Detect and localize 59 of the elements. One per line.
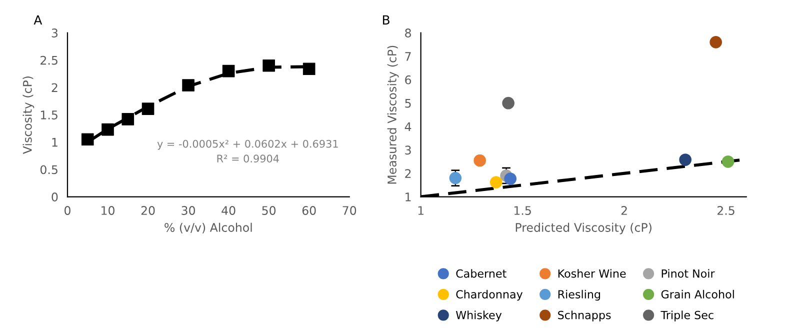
point — [490, 176, 502, 188]
y-tick-label: 8 — [405, 28, 411, 38]
point — [504, 172, 517, 185]
x-tick-label: 70 — [342, 206, 356, 215]
y-tick-label: 2.5 — [40, 56, 58, 65]
legend-label: Kosher Wine — [558, 269, 626, 278]
annotation: R² = 0.9904 — [217, 154, 279, 163]
point — [122, 113, 134, 126]
legend-label: Whiskey — [456, 310, 502, 322]
y-tick-label: 3 — [52, 28, 58, 38]
y-tick-label: 3 — [405, 146, 411, 155]
y-tick-label: 5 — [405, 98, 411, 108]
y-tick-label: 4 — [404, 122, 412, 131]
legend-label: Chardonnay — [456, 290, 523, 301]
annotation: y = -0.0005x² + 0.0602x + 0.6931 — [157, 140, 338, 150]
y-tick-label: 1.5 — [40, 110, 58, 120]
x-tick-label: 1.5 — [514, 206, 531, 215]
y-tick-label: 2 — [52, 83, 58, 92]
y-tick-label: 0.5 — [40, 165, 58, 174]
y-axis-title: Viscosity (cP) — [22, 76, 34, 154]
x-tick-label: 20 — [141, 206, 155, 215]
y-tick-label: 6 — [405, 75, 412, 84]
y-axis-title: Measured Viscosity (cP) — [387, 46, 399, 184]
point — [81, 133, 94, 146]
point — [722, 155, 734, 168]
x-tick-label: 40 — [222, 206, 236, 215]
point — [502, 96, 514, 110]
y-tick-label: 1 — [52, 138, 58, 147]
chart-title: B — [382, 15, 390, 24]
x-tick-label: 2 — [621, 206, 627, 215]
point — [142, 102, 154, 115]
legend-label: Schnapps — [558, 310, 611, 322]
point — [679, 154, 692, 166]
legend-label: Grain Alcohol — [661, 290, 734, 298]
legend-label: Triple Sec — [660, 310, 714, 322]
x-tick-label: 2.5 — [717, 206, 734, 215]
y-tick-label: 0 — [52, 192, 58, 202]
chart-title: A — [34, 15, 42, 24]
x-axis-title: % (v/v) Alcohol — [164, 222, 252, 234]
point — [182, 79, 194, 92]
point — [222, 64, 235, 78]
x-tick-label: 10 — [102, 206, 114, 215]
x-tick-label: 30 — [182, 206, 196, 215]
x-axis-title: Predicted Viscosity (cP) — [516, 222, 652, 234]
legend-label: Riesling — [558, 290, 600, 301]
x-tick-label: 0 — [64, 206, 70, 215]
legend-label: Cabernet — [456, 269, 506, 278]
x-tick-label: 1 — [418, 206, 424, 215]
y-tick-label: 2 — [405, 169, 411, 178]
y-tick-label: 1 — [406, 192, 411, 202]
point — [474, 154, 486, 167]
legend-label: Pinot Noir — [662, 269, 715, 278]
point — [710, 36, 722, 48]
point — [302, 62, 316, 76]
y-tick-label: 7 — [405, 52, 411, 61]
x-tick-label: 50 — [262, 206, 276, 215]
point — [102, 123, 114, 136]
x-tick-label: 60 — [302, 206, 316, 215]
point — [262, 59, 275, 72]
